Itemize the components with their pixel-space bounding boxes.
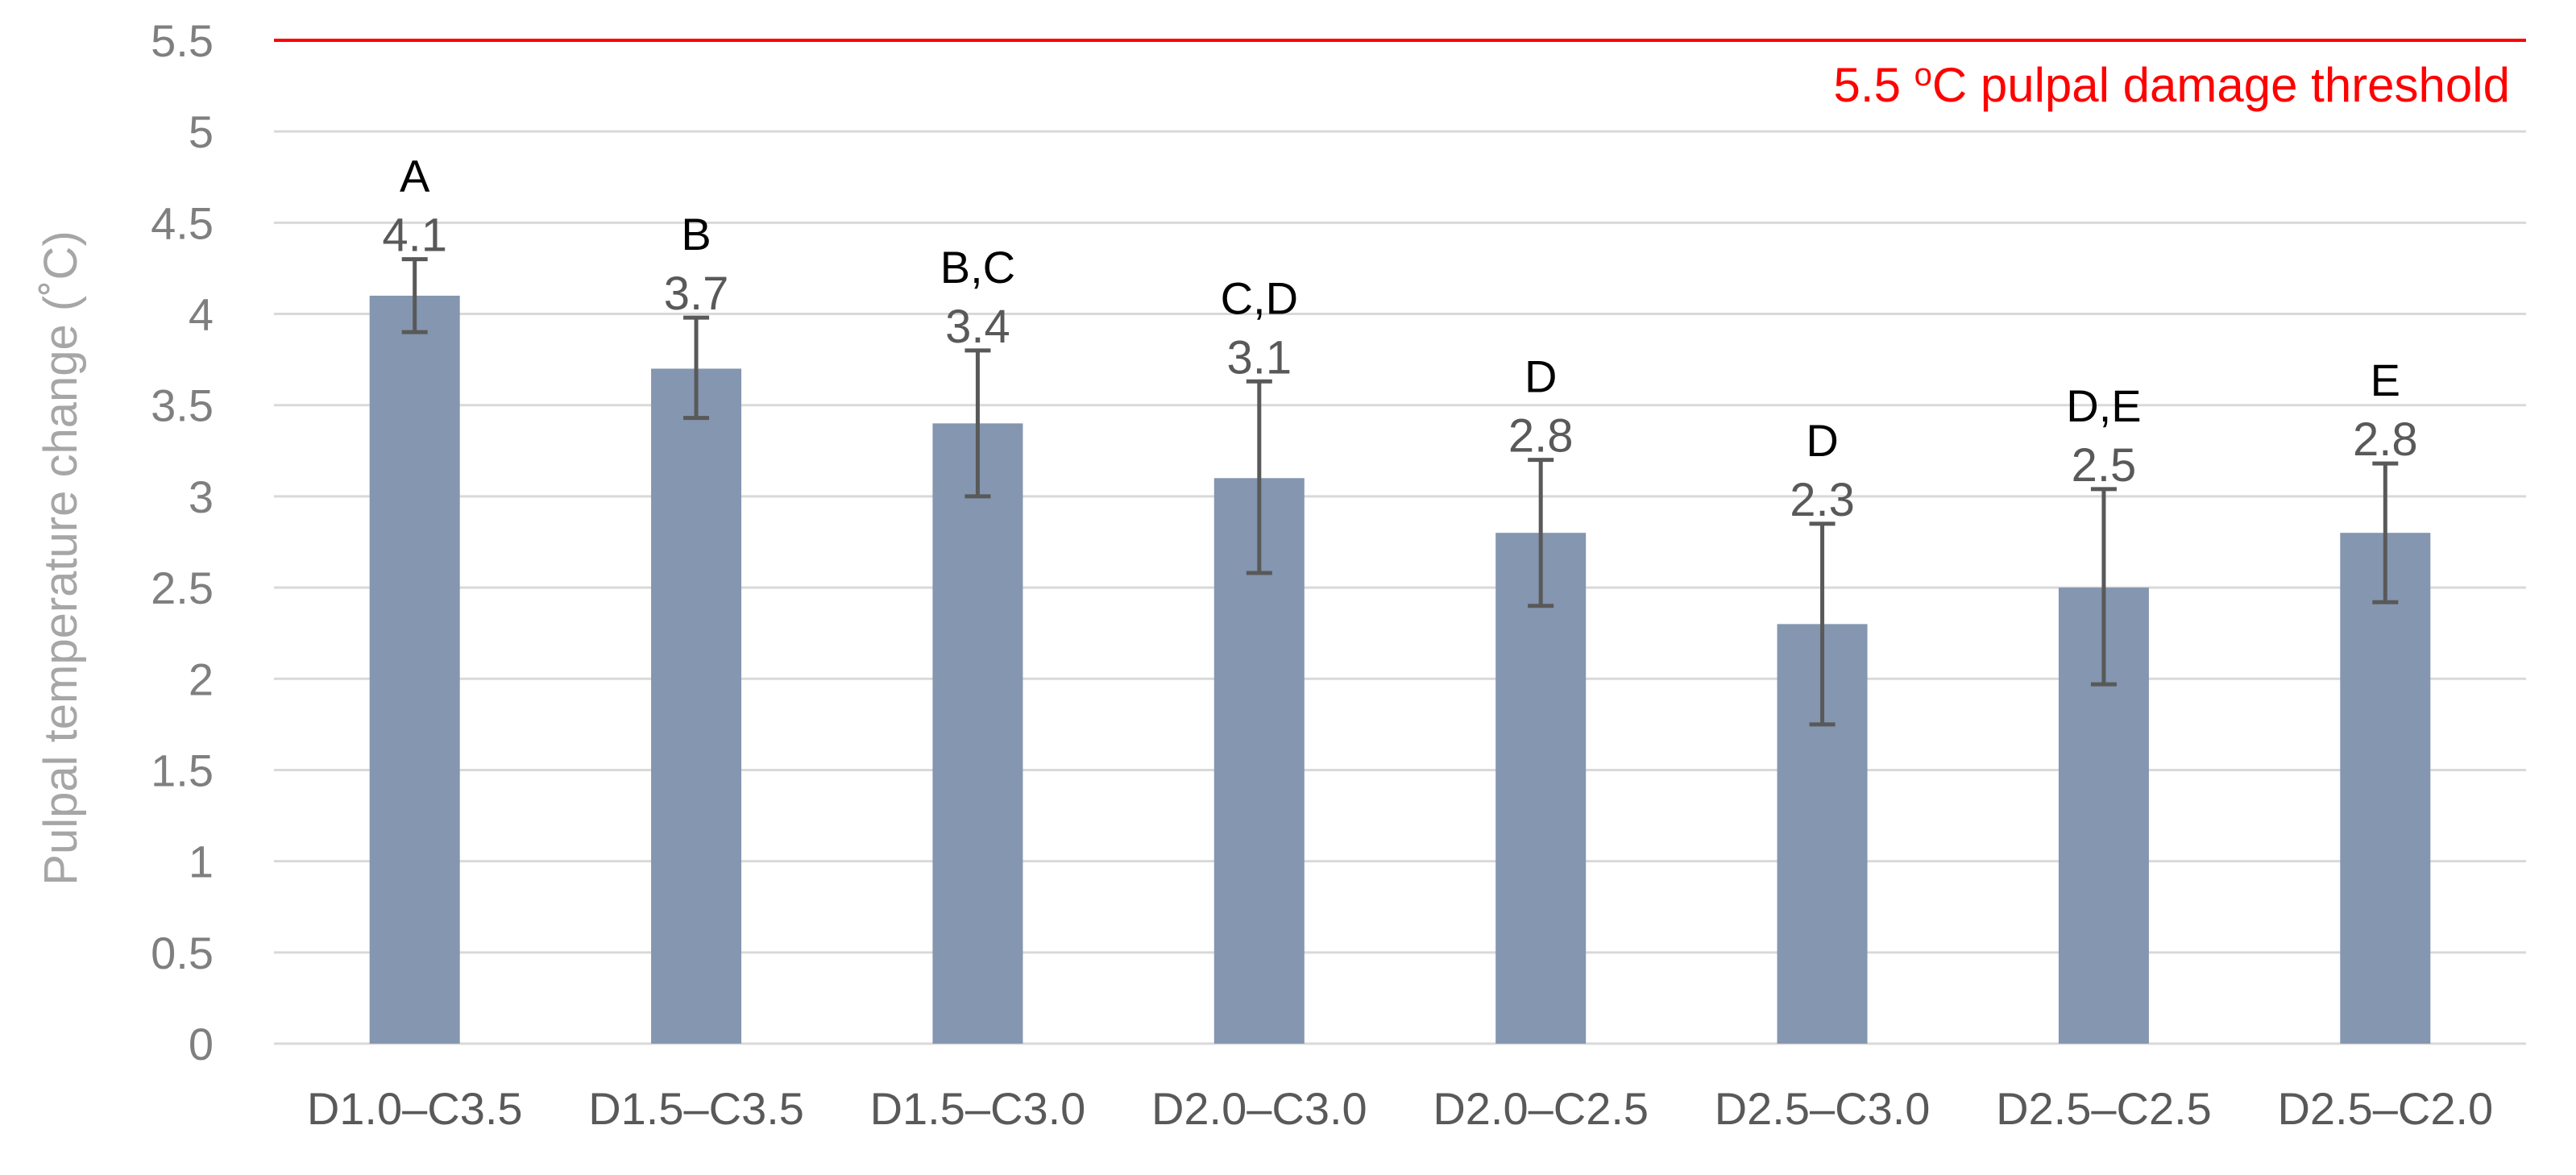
data-label: 3.4	[945, 301, 1010, 353]
data-label: 3.1	[1226, 331, 1292, 384]
significance-label: E	[2371, 355, 2400, 405]
error-bar	[1809, 521, 1836, 727]
data-label: 2.8	[2353, 413, 2418, 466]
bar	[2340, 533, 2431, 1044]
x-tick-label: D1.5–C3.5	[588, 1083, 804, 1134]
x-tick-label: D2.5–C2.5	[1996, 1083, 2212, 1134]
x-axis-ticks: D1.0–C3.5 D1.5–C3.5 D1.5–C3.0 D2.0–C3.0 D2.0…	[307, 1083, 2493, 1134]
y-tick-label: 4.5	[151, 197, 214, 248]
bar	[932, 423, 1023, 1044]
significance-label: D,E	[2066, 380, 2141, 431]
significance-label: C,D	[1221, 272, 1298, 323]
y-tick-label: 4	[189, 289, 214, 340]
data-label: 3.7	[664, 268, 729, 320]
bar	[1495, 533, 1587, 1044]
significance-label: B,C	[940, 242, 1015, 293]
significance-label: B	[681, 209, 711, 259]
threshold-label-prefix: 5.5	[1834, 58, 1914, 112]
x-tick-label: D2.0–C2.5	[1433, 1083, 1649, 1134]
x-tick-label: D2.5–C3.0	[1715, 1083, 1931, 1134]
data-label: 2.3	[1790, 474, 1855, 526]
y-tick-label: 3	[189, 471, 214, 522]
y-tick-label: 1.5	[151, 745, 214, 795]
error-bar	[2372, 461, 2399, 604]
error-bar	[683, 315, 710, 421]
significance-label: A	[400, 151, 430, 201]
y-tick-label: 2	[189, 654, 214, 704]
y-tick-label: 3.5	[151, 380, 214, 431]
error-bars	[401, 257, 2399, 727]
data-labels: 4.1 A 3.7 B 3.4 B,C 3.1 C,D 2.8 D 2.3 D 2.5 D,E 2.8 E	[382, 151, 2417, 526]
x-tick-label: D1.5–C3.0	[870, 1083, 1086, 1134]
data-label: 2.5	[2072, 439, 2137, 492]
y-axis-title: Pulpal temperature change (˚C)	[35, 230, 87, 885]
y-tick-label: 5.5	[151, 15, 214, 66]
error-bar	[2090, 487, 2117, 687]
y-tick-label: 5	[189, 106, 214, 157]
error-bar	[401, 257, 428, 334]
y-tick-label: 2.5	[151, 563, 214, 613]
error-bar	[1528, 458, 1554, 608]
significance-label: D	[1806, 415, 1838, 466]
threshold-label: 5.5 oC pulpal damage threshold	[1834, 57, 2510, 112]
data-label: 4.1	[382, 210, 447, 262]
threshold-label-suffix: C pulpal damage threshold	[1932, 58, 2510, 112]
x-tick-label: D2.0–C3.0	[1151, 1083, 1367, 1134]
gridlines	[274, 130, 2526, 1045]
error-bar	[1246, 379, 1272, 575]
y-tick-label: 0	[189, 1019, 214, 1069]
y-tick-label: 1	[189, 837, 214, 887]
y-tick-label: 0.5	[151, 928, 214, 978]
threshold-label-superscript: o	[1914, 57, 1932, 93]
data-label: 2.8	[1508, 410, 1574, 463]
bars	[369, 295, 2431, 1044]
y-axis-ticks: 0 0.5 1 1.5 2 2.5 3 3.5 4 4.5 5 5.5	[151, 15, 214, 1069]
error-bar	[964, 348, 991, 499]
significance-label: D	[1524, 351, 1557, 402]
x-tick-label: D2.5–C2.0	[2277, 1083, 2493, 1134]
bar	[651, 368, 742, 1044]
threshold: 5.5 oC pulpal damage threshold	[274, 39, 2526, 112]
x-tick-label: D1.0–C3.5	[307, 1083, 523, 1134]
bar	[369, 295, 460, 1044]
